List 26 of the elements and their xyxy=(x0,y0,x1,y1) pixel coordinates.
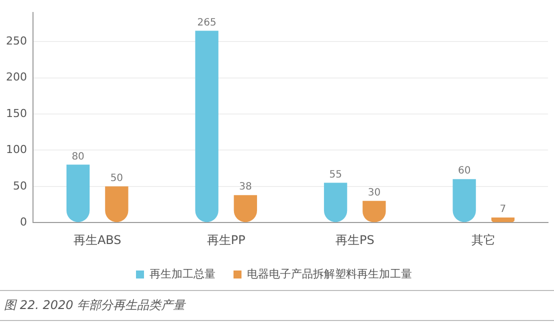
y-tick-label: 200 xyxy=(6,70,27,84)
x-tick-label: 其它 xyxy=(472,232,496,247)
bar xyxy=(324,182,348,222)
x-tick-label: 再生PP xyxy=(206,232,246,247)
y-tick-label: 50 xyxy=(12,179,27,192)
legend-label: 再生加工总量 xyxy=(150,267,216,280)
legend-label: 电器电子产品拆解塑料再生加工量 xyxy=(247,267,412,280)
bar xyxy=(491,218,515,222)
data-label: 265 xyxy=(197,17,216,28)
data-label: 80 xyxy=(72,151,84,162)
data-label: 50 xyxy=(110,172,124,184)
data-label: 7 xyxy=(500,204,506,216)
bar xyxy=(195,30,218,222)
x-tick-label: 再生PS xyxy=(335,232,374,247)
data-label: 38 xyxy=(239,182,252,193)
x-tick-label: 再生ABS xyxy=(73,232,122,247)
bar xyxy=(66,164,90,222)
data-label: 60 xyxy=(458,166,471,177)
y-tick-label: 250 xyxy=(6,34,27,48)
bar xyxy=(452,179,476,222)
y-tick-label: 0 xyxy=(20,215,27,228)
y-tick-label: 150 xyxy=(6,106,27,120)
data-label: 55 xyxy=(329,169,342,180)
y-tick-label: 100 xyxy=(6,143,27,156)
caption: 图 22. 2020 年部分再生品类产量 xyxy=(0,290,554,321)
data-label: 30 xyxy=(368,187,381,198)
